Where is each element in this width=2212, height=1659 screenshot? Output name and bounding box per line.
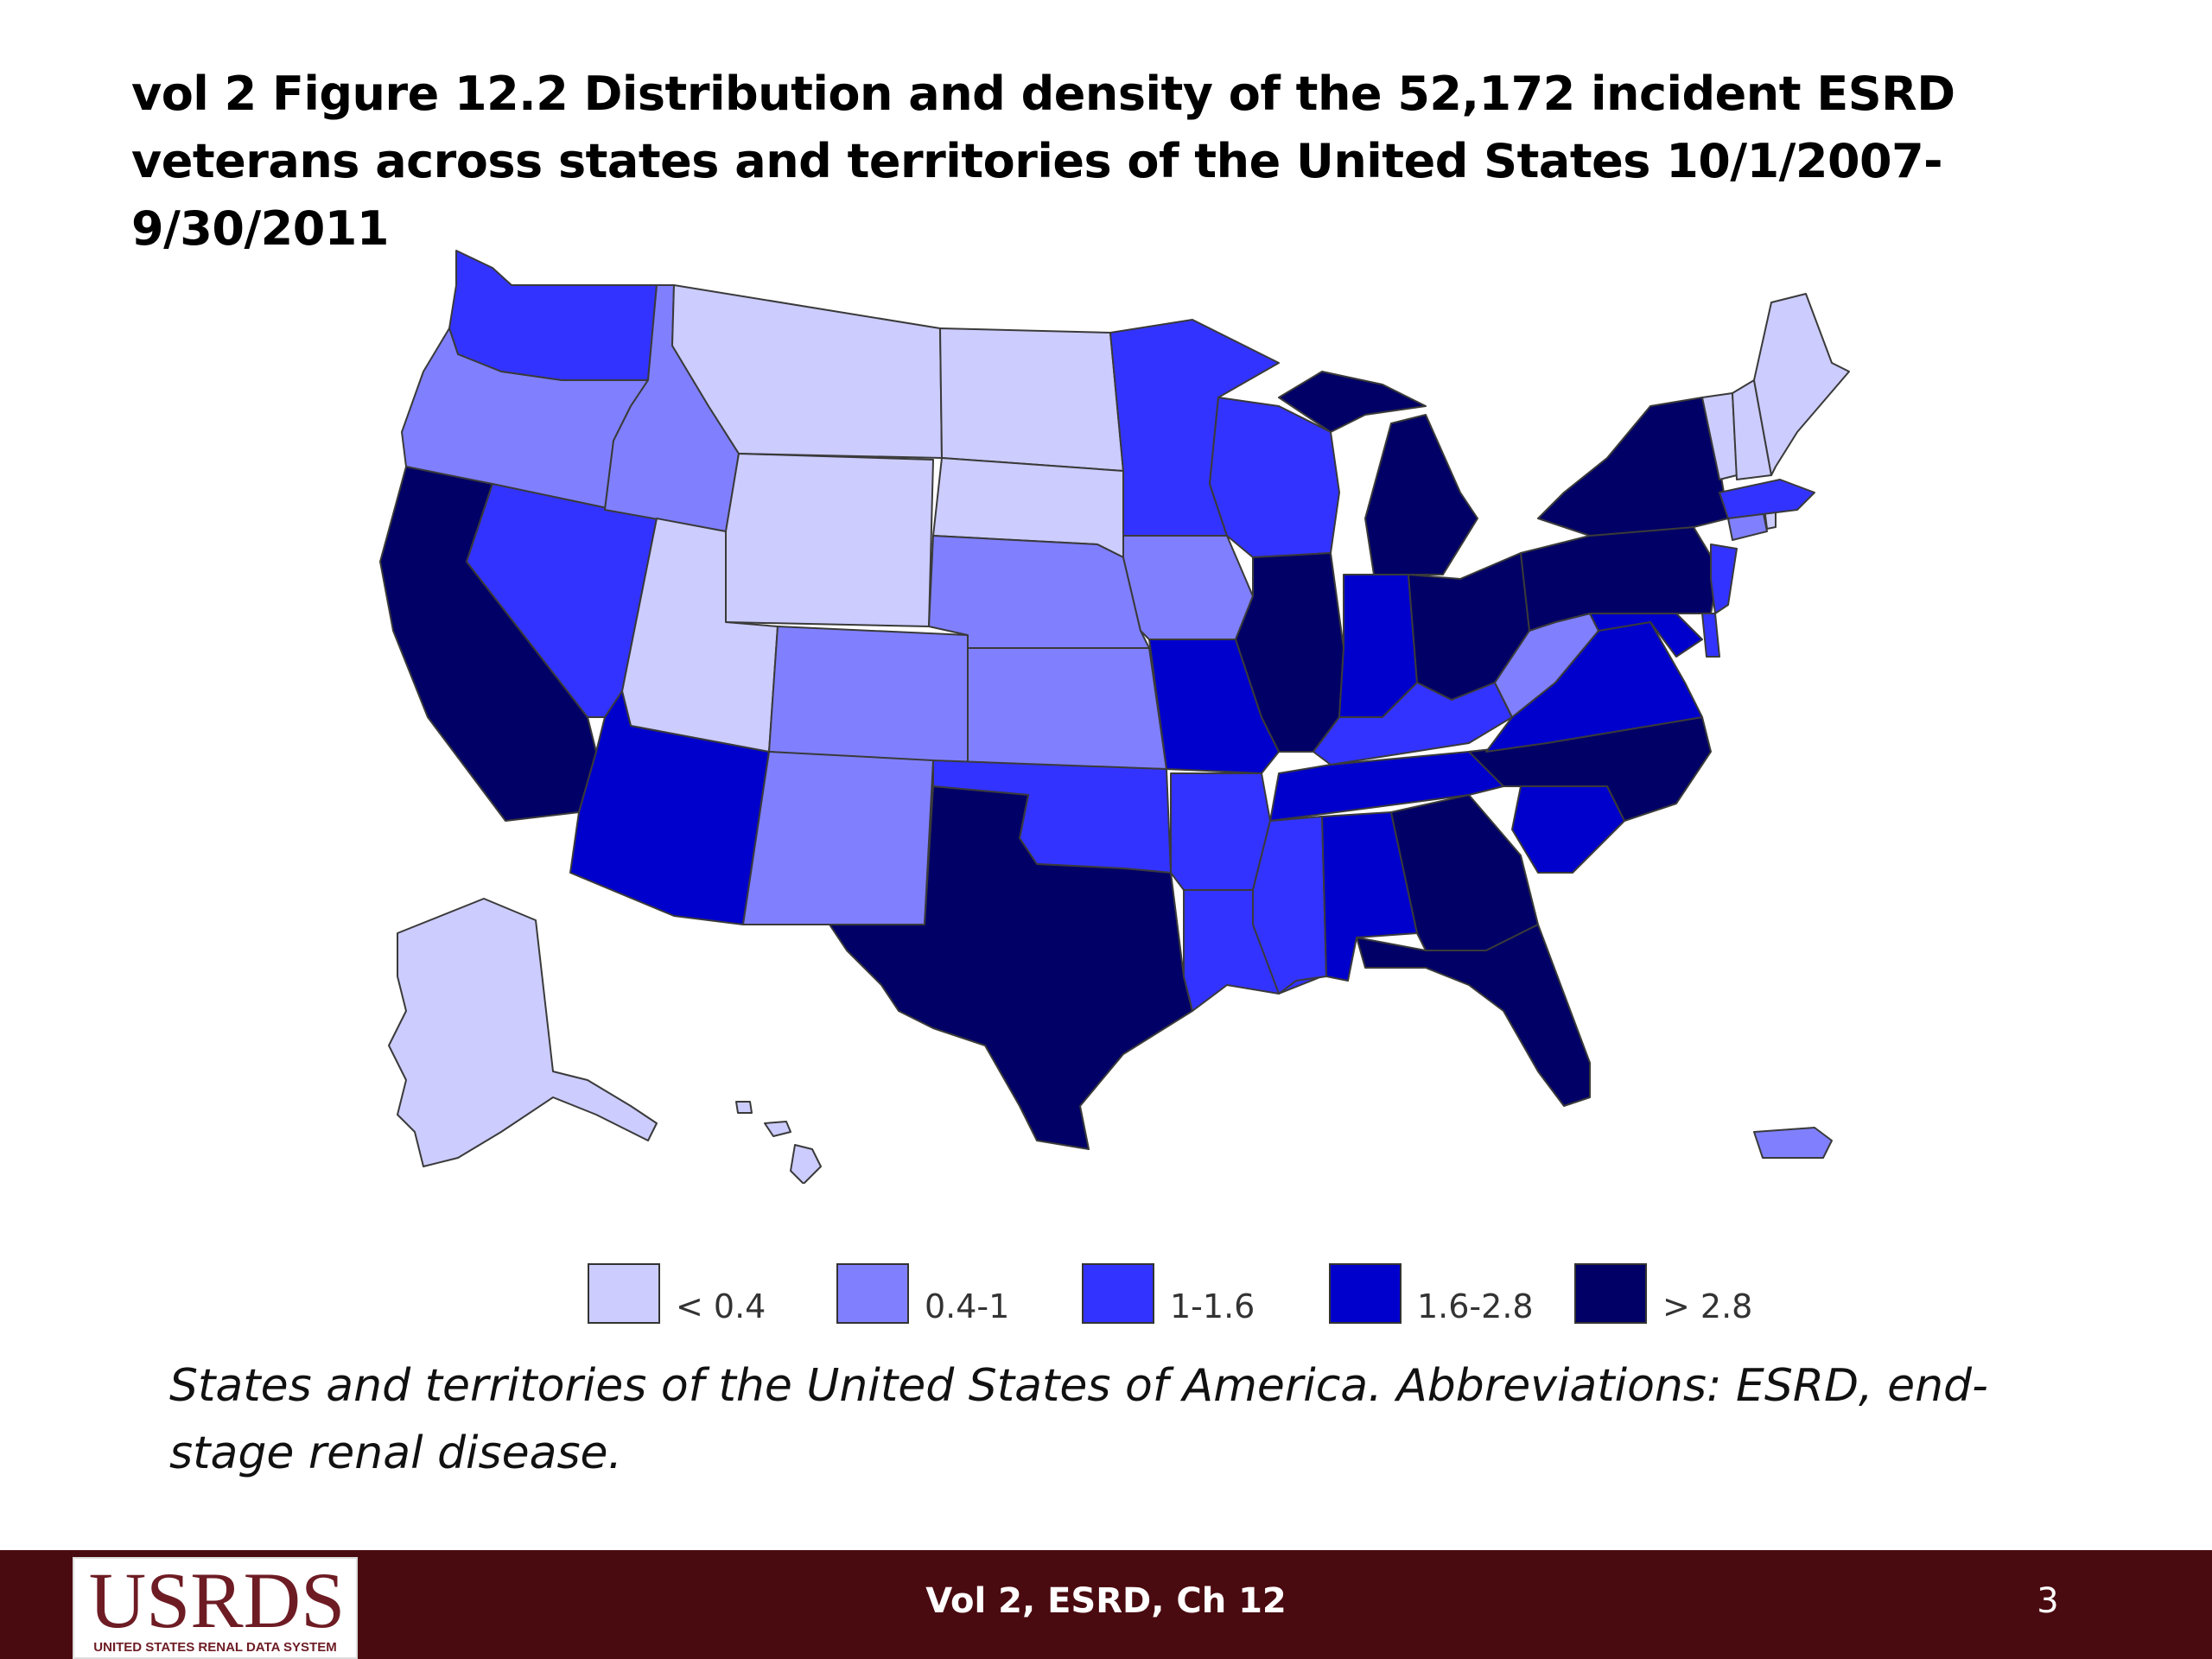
- state-hawaii-big: [790, 1144, 822, 1184]
- legend-label: < 0.4: [676, 1287, 766, 1325]
- us-choropleth-map: [379, 250, 1850, 1184]
- figure-caption: States and territories of the United Sta…: [169, 1360, 1988, 1479]
- figure-title: vol 2 Figure 12.2 Distribution and densi…: [131, 67, 1955, 256]
- state-illinois: [1235, 552, 1344, 753]
- state-kentucky: [1313, 682, 1513, 766]
- map-legend: < 0.4 0.4-1 1-1.6 1.6-2.8 > 2.8: [588, 1263, 1797, 1332]
- state-massachusetts: [1719, 479, 1815, 519]
- state-north-dakota: [939, 327, 1124, 472]
- state-texas: [829, 785, 1193, 1150]
- state-new-york: [1537, 397, 1729, 537]
- state-wyoming: [725, 453, 934, 627]
- state-new-jersey: [1710, 543, 1738, 614]
- state-puerto-rico: [1753, 1127, 1833, 1159]
- state-alaska: [388, 898, 658, 1167]
- state-michigan: [1364, 414, 1478, 575]
- usrds-logo: USRDS UNITED STATES RENAL DATA SYSTEM: [73, 1557, 358, 1659]
- state-hawaii-oahu: [735, 1101, 753, 1114]
- state-maine: [1753, 293, 1850, 476]
- legend-label: 0.4-1: [925, 1287, 1010, 1325]
- state-maryland: [1589, 613, 1703, 658]
- legend-label: 1.6-2.8: [1417, 1287, 1534, 1325]
- state-kansas: [967, 647, 1167, 770]
- state-iowa: [1122, 535, 1254, 640]
- legend-swatch: [1329, 1263, 1402, 1324]
- state-florida: [1356, 924, 1591, 1107]
- state-colorado: [768, 626, 969, 766]
- legend-swatch: [1574, 1263, 1647, 1324]
- page-number: 3: [2037, 1581, 2059, 1621]
- state-hawaii-maui: [764, 1121, 791, 1137]
- legend-swatch: [1082, 1263, 1154, 1324]
- footer-bar: USRDS UNITED STATES RENAL DATA SYSTEM Vo…: [0, 1550, 2212, 1659]
- state-new-mexico: [742, 751, 934, 925]
- legend-label: 1-1.6: [1170, 1287, 1255, 1325]
- section-label: Vol 2, ESRD, Ch 12: [925, 1581, 1287, 1621]
- state-michigan-upper: [1278, 371, 1427, 433]
- legend-swatch: [588, 1263, 660, 1324]
- state-washington: [448, 250, 658, 381]
- state-delaware: [1701, 613, 1720, 658]
- legend-swatch: [836, 1263, 909, 1324]
- state-arkansas: [1170, 772, 1271, 891]
- state-south-carolina: [1511, 785, 1625, 874]
- legend-label: > 2.8: [1662, 1287, 1753, 1325]
- logo-wordmark: USRDS: [88, 1556, 346, 1644]
- logo-subtitle: UNITED STATES RENAL DATA SYSTEM: [93, 1640, 337, 1655]
